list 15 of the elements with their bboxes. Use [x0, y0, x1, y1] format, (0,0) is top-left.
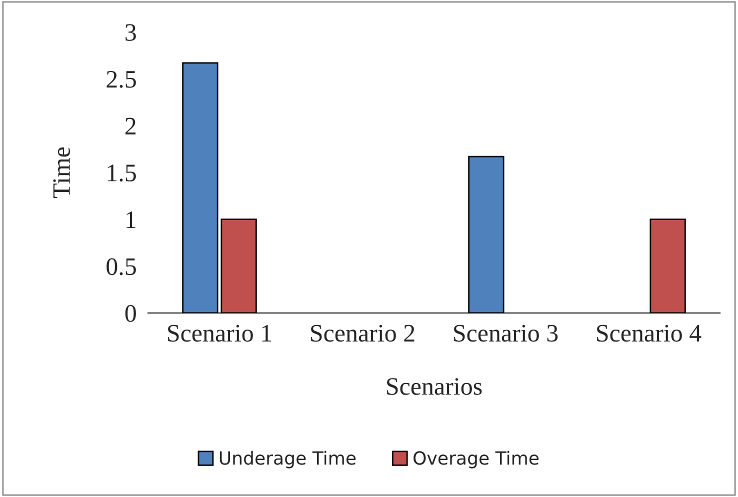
x-tick-label: Scenario 3: [454, 324, 558, 342]
x-tick-label: Scenario 1: [168, 324, 272, 342]
x-axis-title: Scenarios: [387, 378, 482, 395]
y-tick-label: 3: [126, 24, 136, 41]
x-tick-label: Scenario 2: [311, 324, 414, 342]
y-tick-label: 2: [125, 118, 136, 134]
y-tick-label: 1: [126, 212, 136, 228]
y-tick-label: 1.5: [108, 164, 136, 182]
legend-label: Overage Time: [414, 450, 539, 468]
y-tick-label: 0: [125, 305, 136, 322]
x-tick-label: Scenario 4: [597, 324, 702, 342]
y-axis-title: Time: [53, 147, 70, 198]
legend-label: Underage Time: [220, 450, 356, 468]
y-tick-label: 2.5: [106, 70, 136, 88]
y-tick-label: 0.5: [106, 258, 136, 276]
